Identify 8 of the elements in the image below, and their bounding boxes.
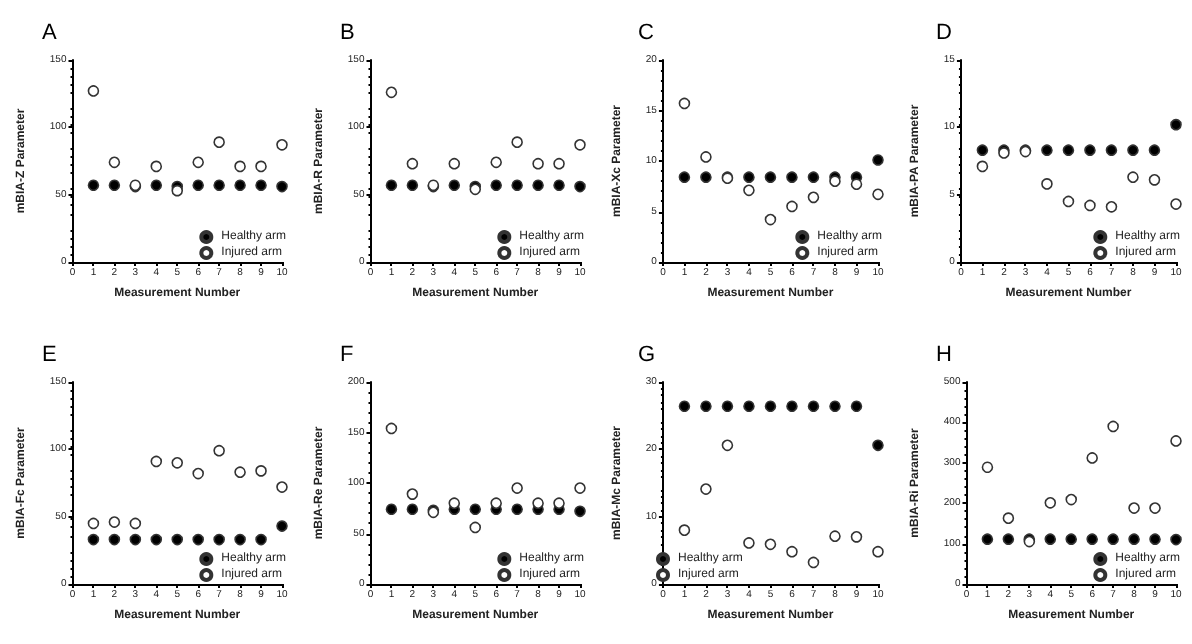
chart-title: D [936,21,952,45]
chart-title: B [340,21,355,45]
chart-title: E [42,343,57,367]
chart-title: A [42,21,58,45]
chart-title: C [638,21,654,45]
chart-title: F [340,343,354,367]
chart-title: G [638,343,656,367]
chart-title: H [936,343,952,367]
